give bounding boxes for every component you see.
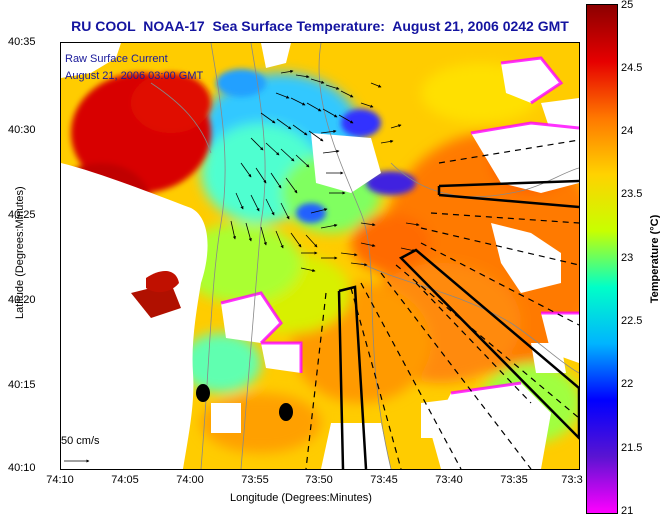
scale-label: 50 cm/s: [61, 435, 100, 447]
colorbar: [586, 4, 618, 514]
map-title: RU COOL NOAA-17 Sea Surface Temperature:…: [71, 18, 569, 34]
y-axis-label: Latitude (Degrees:Minutes): [14, 186, 26, 319]
ytick-label: 40:20: [8, 294, 36, 306]
colorbar-tick: 23.5: [621, 188, 643, 200]
station-marker-1: [196, 384, 210, 402]
ytick-label: 40:10: [8, 462, 36, 474]
xtick-label: 73:35: [500, 474, 528, 486]
ytick-label: 40:25: [8, 209, 36, 221]
current-label: Raw Surface Current: [65, 53, 168, 65]
colorbar-tick: 24: [621, 125, 634, 137]
sst-map[interactable]: Raw Surface Current August 21, 2006 03:0…: [60, 42, 580, 470]
xtick-label: 74:00: [176, 474, 204, 486]
xtick-label: 74:10: [46, 474, 74, 486]
land-long-island: [61, 43, 121, 78]
ytick-label: 40:35: [8, 36, 36, 48]
station-marker-2: [279, 403, 293, 421]
sst-map-canvas: [61, 43, 579, 469]
xtick-label: 74:05: [111, 474, 139, 486]
colorbar-tick: 21.5: [621, 442, 643, 454]
colorbar-tick: 21: [621, 505, 634, 517]
ytick-label: 40:15: [8, 379, 36, 391]
cloud-mask: [211, 58, 579, 469]
current-time: August 21, 2006 03:00 GMT: [65, 70, 204, 82]
sampling-transects: [337, 179, 579, 469]
land-new-jersey: [61, 163, 208, 469]
xtick-label: 73:45: [370, 474, 398, 486]
colorbar-tick: 25: [621, 0, 634, 11]
colorbar-label: Temperature (°C): [649, 214, 660, 304]
colorbar-tick: 22.5: [621, 315, 643, 327]
x-axis-label: Longitude (Degrees:Minutes): [230, 492, 372, 504]
bathymetry-contours: [150, 43, 579, 469]
ytick-label: 40:30: [8, 124, 36, 136]
colorbar-tick: 22: [621, 378, 634, 390]
xtick-label: 73:50: [305, 474, 333, 486]
surface-current-vectors: [64, 69, 420, 463]
xtick-label: 73:55: [241, 474, 269, 486]
colorbar-tick: 24.5: [621, 62, 643, 74]
xtick-label: 73:40: [435, 474, 463, 486]
colorbar-tick: 23: [621, 252, 634, 264]
xtick-label: 73:3: [561, 474, 583, 486]
